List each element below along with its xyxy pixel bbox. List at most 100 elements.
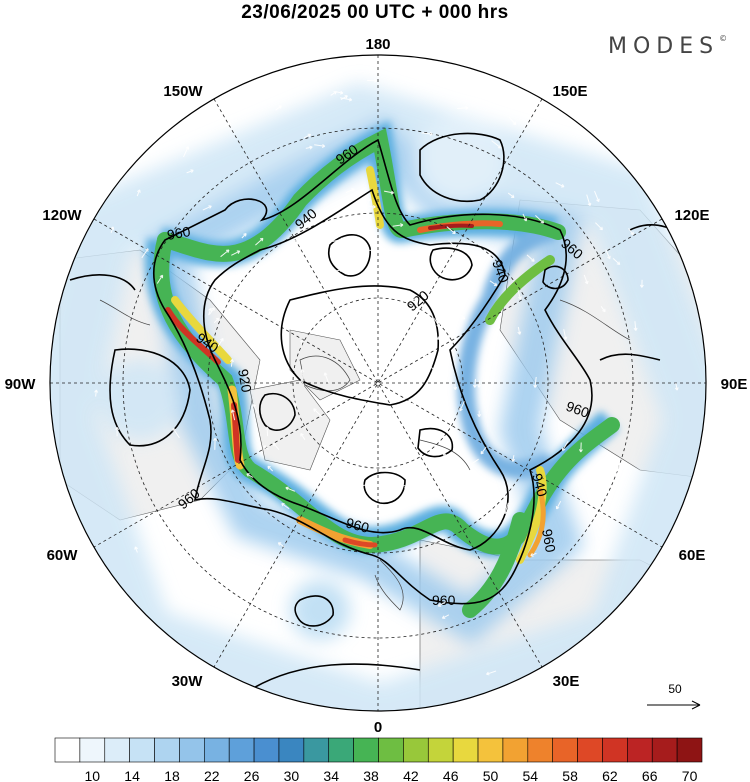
colorbar-tick-label: 22 (204, 768, 220, 782)
streamline-arrow (340, 97, 353, 102)
streamline-arrow (314, 144, 326, 148)
streamline-arrow (246, 473, 254, 478)
colorbar-swatch (129, 737, 155, 763)
streamline-arrow (425, 400, 430, 411)
streamline-arrow (406, 500, 419, 505)
streamline-arrow (533, 376, 538, 388)
streamline-arrow (468, 458, 479, 467)
streamline-arrow (614, 465, 621, 475)
wind-speed-colorbar: 10 14 18 22 26 30 34 38 42 46 50 54 58 62 66 70 (54, 737, 703, 782)
streamline-arrow (365, 248, 375, 253)
streamline-arrow (208, 307, 212, 316)
streamline-arrow (255, 237, 264, 246)
longitude-label-90e: 90E (721, 376, 748, 393)
streamline-arrow (421, 131, 433, 136)
streamline-arrow (409, 401, 415, 409)
streamline-arrow (441, 614, 450, 619)
streamline-arrow (345, 188, 355, 194)
streamline-arrow (477, 410, 482, 418)
streamline-arrow (346, 346, 356, 352)
streamline-arrow (399, 436, 408, 445)
streamline-arrow (429, 332, 440, 340)
longitude-label-120w: 120W (42, 207, 82, 224)
colorbar-swatch (278, 737, 305, 763)
streamline-arrow (446, 226, 456, 235)
streamline-arrow (472, 378, 477, 388)
streamline-arrow (417, 75, 428, 81)
longitude-label-60e: 60E (679, 547, 706, 564)
streamline-arrow (437, 601, 446, 607)
streamline-arrow (489, 280, 498, 286)
streamline-arrow (401, 427, 410, 434)
contour-label: 940 (529, 472, 551, 499)
streamline-arrow (300, 339, 304, 347)
streamline-arrow (507, 192, 515, 198)
streamline-arrow (480, 446, 487, 455)
streamline-arrow (321, 236, 333, 241)
streamline-arrow (303, 133, 312, 139)
colorbar-swatch (651, 737, 678, 763)
copyright-mark: © (719, 34, 728, 43)
streamline-arrow (213, 437, 218, 450)
streamline-arrow (486, 670, 497, 676)
contour-label: 960 (432, 592, 456, 608)
streamline-arrow (329, 315, 339, 322)
colorbar-swatch (204, 737, 230, 763)
streamline-arrow (272, 442, 280, 451)
colorbar-tick-label: 50 (483, 768, 499, 782)
landmass-arctic-islands (289, 329, 361, 401)
colorbar-tick-label: 30 (284, 768, 300, 782)
modes-logo: MODES© (608, 34, 727, 59)
streamline-arrow (367, 482, 378, 487)
streamline-arrow (674, 383, 679, 391)
streamline-arrow (455, 311, 466, 320)
colorbar-swatch (228, 737, 255, 763)
streamline-arrow (421, 370, 426, 381)
streamline-arrow (493, 358, 498, 365)
colorbar-swatch (179, 737, 205, 763)
colorbar-swatch (154, 737, 180, 763)
streamline-arrow (503, 502, 509, 515)
streamline-arrow (361, 294, 373, 302)
streamline-arrow (277, 542, 285, 548)
streamline-arrow (224, 122, 232, 127)
streamline-arrow (612, 258, 621, 265)
colorbar-swatch (353, 737, 379, 763)
colorbar-tick-label: 66 (642, 768, 658, 782)
colorbar-swatch (54, 737, 81, 763)
colorbar-tick-label: 10 (85, 768, 101, 782)
reference-vector-value: 50 (668, 682, 682, 696)
streamline-arrow (418, 283, 425, 289)
streamline-arrow (94, 389, 99, 397)
streamline-arrow (555, 500, 562, 510)
streamline-arrow (526, 254, 535, 262)
streamline-arrow (555, 182, 565, 188)
colorbar-swatch (452, 737, 479, 763)
streamline-arrow (597, 543, 602, 552)
streamline-arrow (639, 279, 644, 288)
colorbar-tick-label: 54 (523, 768, 539, 782)
streamline-arrow (511, 455, 516, 462)
map-title: 23/06/2025 00 UTC + 000 hrs (241, 2, 509, 23)
longitude-label-30w: 30W (172, 673, 204, 690)
colorbar-tick-label: 38 (363, 768, 379, 782)
streamline-arrow (265, 426, 270, 437)
longitude-label-0: 0 (374, 719, 382, 736)
streamline-arrow (458, 300, 465, 308)
streamline-arrow (424, 352, 431, 360)
contour-960-outer (153, 138, 593, 605)
contour-label: 920 (235, 368, 255, 394)
streamline-arrow (600, 306, 606, 313)
streamline-arrow (457, 105, 469, 110)
streamline-arrow (202, 205, 212, 211)
streamline-arrow (508, 116, 517, 126)
streamline-arrow (141, 248, 149, 259)
streamline-arrow (628, 228, 634, 236)
streamline-arrow (241, 233, 247, 239)
streamline-arrow (110, 226, 115, 233)
colorbar-swatch (552, 737, 578, 763)
streamline-arrow (186, 169, 194, 174)
longitude-label-120e: 120E (674, 207, 709, 224)
colorbar-swatch (79, 737, 106, 763)
streamline-arrow (334, 268, 343, 273)
